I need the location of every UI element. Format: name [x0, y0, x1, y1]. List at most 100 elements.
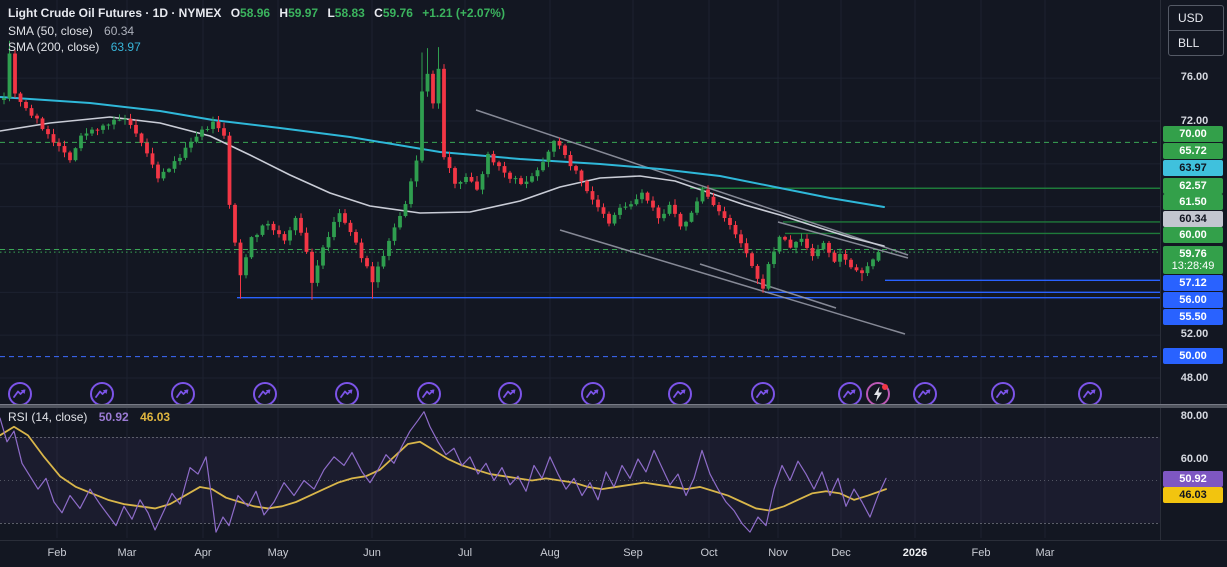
candle-body — [854, 267, 859, 271]
time-axis-label[interactable]: Sep — [623, 547, 643, 559]
candle-body — [271, 223, 276, 231]
candle-body — [442, 68, 446, 158]
candle-body — [420, 91, 424, 161]
price-badge: 56.00 — [1163, 292, 1223, 308]
time-axis-label[interactable]: Jul — [457, 547, 473, 559]
pane-divider-handle[interactable] — [0, 404, 1227, 408]
candle-body — [706, 189, 710, 197]
trendline — [777, 221, 909, 259]
candle-body — [376, 266, 380, 283]
candle-body — [35, 115, 39, 119]
candle-body — [601, 207, 606, 214]
sma200-line — [0, 96, 885, 208]
candle-body — [178, 157, 182, 162]
symbol-legend[interactable]: Light Crude Oil Futures · 1D · NYMEX O58… — [8, 6, 505, 20]
candle-body — [568, 154, 573, 167]
candle-body — [810, 247, 815, 257]
event-arrow-icon[interactable] — [497, 381, 523, 407]
rsi-legend[interactable]: RSI (14, close) 50.92 46.03 — [8, 410, 170, 424]
time-axis-label[interactable]: Oct — [700, 547, 718, 559]
candle-body — [447, 157, 452, 169]
candle-body — [546, 151, 551, 163]
candle-body — [348, 222, 353, 233]
candle-body — [557, 140, 562, 146]
candle-body — [596, 199, 600, 208]
candle-body — [293, 217, 298, 231]
sma200-legend[interactable]: SMA (200, close) 63.97 — [8, 40, 141, 54]
rsi-line — [0, 411, 887, 533]
candle-body — [326, 237, 331, 248]
event-arrow-icon[interactable] — [252, 381, 278, 407]
candle-body — [304, 232, 309, 252]
time-axis-label[interactable]: Mar — [1035, 547, 1055, 559]
candle-body — [816, 249, 820, 257]
time-axis-label[interactable]: Feb — [971, 547, 991, 559]
candle-body — [7, 53, 12, 99]
rsi-label: RSI (14, close) — [8, 410, 88, 424]
candle-body — [535, 170, 540, 177]
candle-body — [772, 251, 776, 265]
ohlc-high-value: 59.97 — [288, 6, 319, 20]
candle-body — [431, 73, 435, 104]
candle-body — [233, 204, 237, 243]
sma50-legend[interactable]: SMA (50, close) 60.34 — [8, 24, 134, 38]
candle-body — [827, 242, 831, 253]
candle-body — [277, 230, 281, 235]
price-badge: 50.92 — [1163, 471, 1223, 487]
candle-body — [117, 119, 122, 121]
candle-body — [354, 232, 358, 243]
rsi-value: 50.92 — [98, 410, 129, 424]
candle-body — [183, 147, 188, 158]
time-axis-label[interactable]: Aug — [540, 547, 560, 559]
candle-body — [343, 213, 347, 223]
candle-body — [871, 259, 875, 267]
current-price-badge: 59.76 13:28:49 — [1163, 246, 1223, 274]
candle-body — [321, 247, 325, 266]
candle-body — [200, 129, 204, 137]
time-axis-label[interactable]: Dec — [831, 547, 851, 559]
candle-body — [513, 178, 518, 180]
candle-body — [607, 213, 611, 224]
candle-body — [530, 176, 534, 182]
candle-body — [843, 254, 848, 260]
unit-usd-button[interactable]: USD — [1169, 6, 1223, 31]
candle-body — [717, 205, 721, 212]
candle-body — [728, 218, 732, 225]
time-axis-label[interactable]: Feb — [47, 547, 67, 559]
time-axis-label[interactable]: Nov — [768, 547, 788, 559]
candle-body — [464, 176, 468, 183]
price-badge: 60.34 — [1163, 211, 1223, 227]
time-axis-label[interactable]: Jun — [363, 547, 381, 559]
candle-body — [73, 148, 78, 161]
candle-body — [876, 252, 881, 261]
time-axis-label[interactable]: May — [267, 547, 289, 559]
time-axis-label[interactable]: 2026 — [902, 547, 928, 559]
chart-canvas[interactable] — [0, 0, 1160, 540]
time-axis-label[interactable]: Apr — [194, 547, 212, 559]
time-axis-label[interactable]: Mar — [117, 547, 137, 559]
candle-body — [645, 192, 650, 201]
candle-body — [414, 160, 419, 182]
candle-body — [211, 121, 215, 129]
scale-label: 76.00 — [1180, 71, 1209, 83]
candle-body — [205, 128, 210, 130]
time-axis[interactable]: Feb Mar Apr May Jun Jul Aug Sep Oct Nov Dec 2026 Feb… — [0, 540, 1227, 567]
candle-body — [359, 242, 364, 259]
candle-body — [315, 265, 320, 283]
candle-body — [266, 223, 270, 226]
candle-body — [502, 166, 507, 173]
candle-body — [629, 204, 633, 207]
candle-body — [101, 125, 105, 130]
ohlc-close-label: C — [374, 6, 383, 20]
candle-body — [134, 124, 138, 134]
price-scale[interactable]: 76.00 72.00 52.00 48.00 80.00 60.00 70.00 65.72… — [1160, 0, 1227, 540]
price-badge: 60.00 — [1163, 227, 1223, 243]
unit-bll-button[interactable]: BLL — [1169, 31, 1223, 55]
candle-body — [695, 201, 699, 213]
candle-body — [392, 227, 397, 241]
candle-body — [832, 252, 837, 262]
price-badge: 55.50 — [1163, 309, 1223, 325]
candle-body — [612, 214, 617, 224]
candle-body — [84, 133, 89, 136]
